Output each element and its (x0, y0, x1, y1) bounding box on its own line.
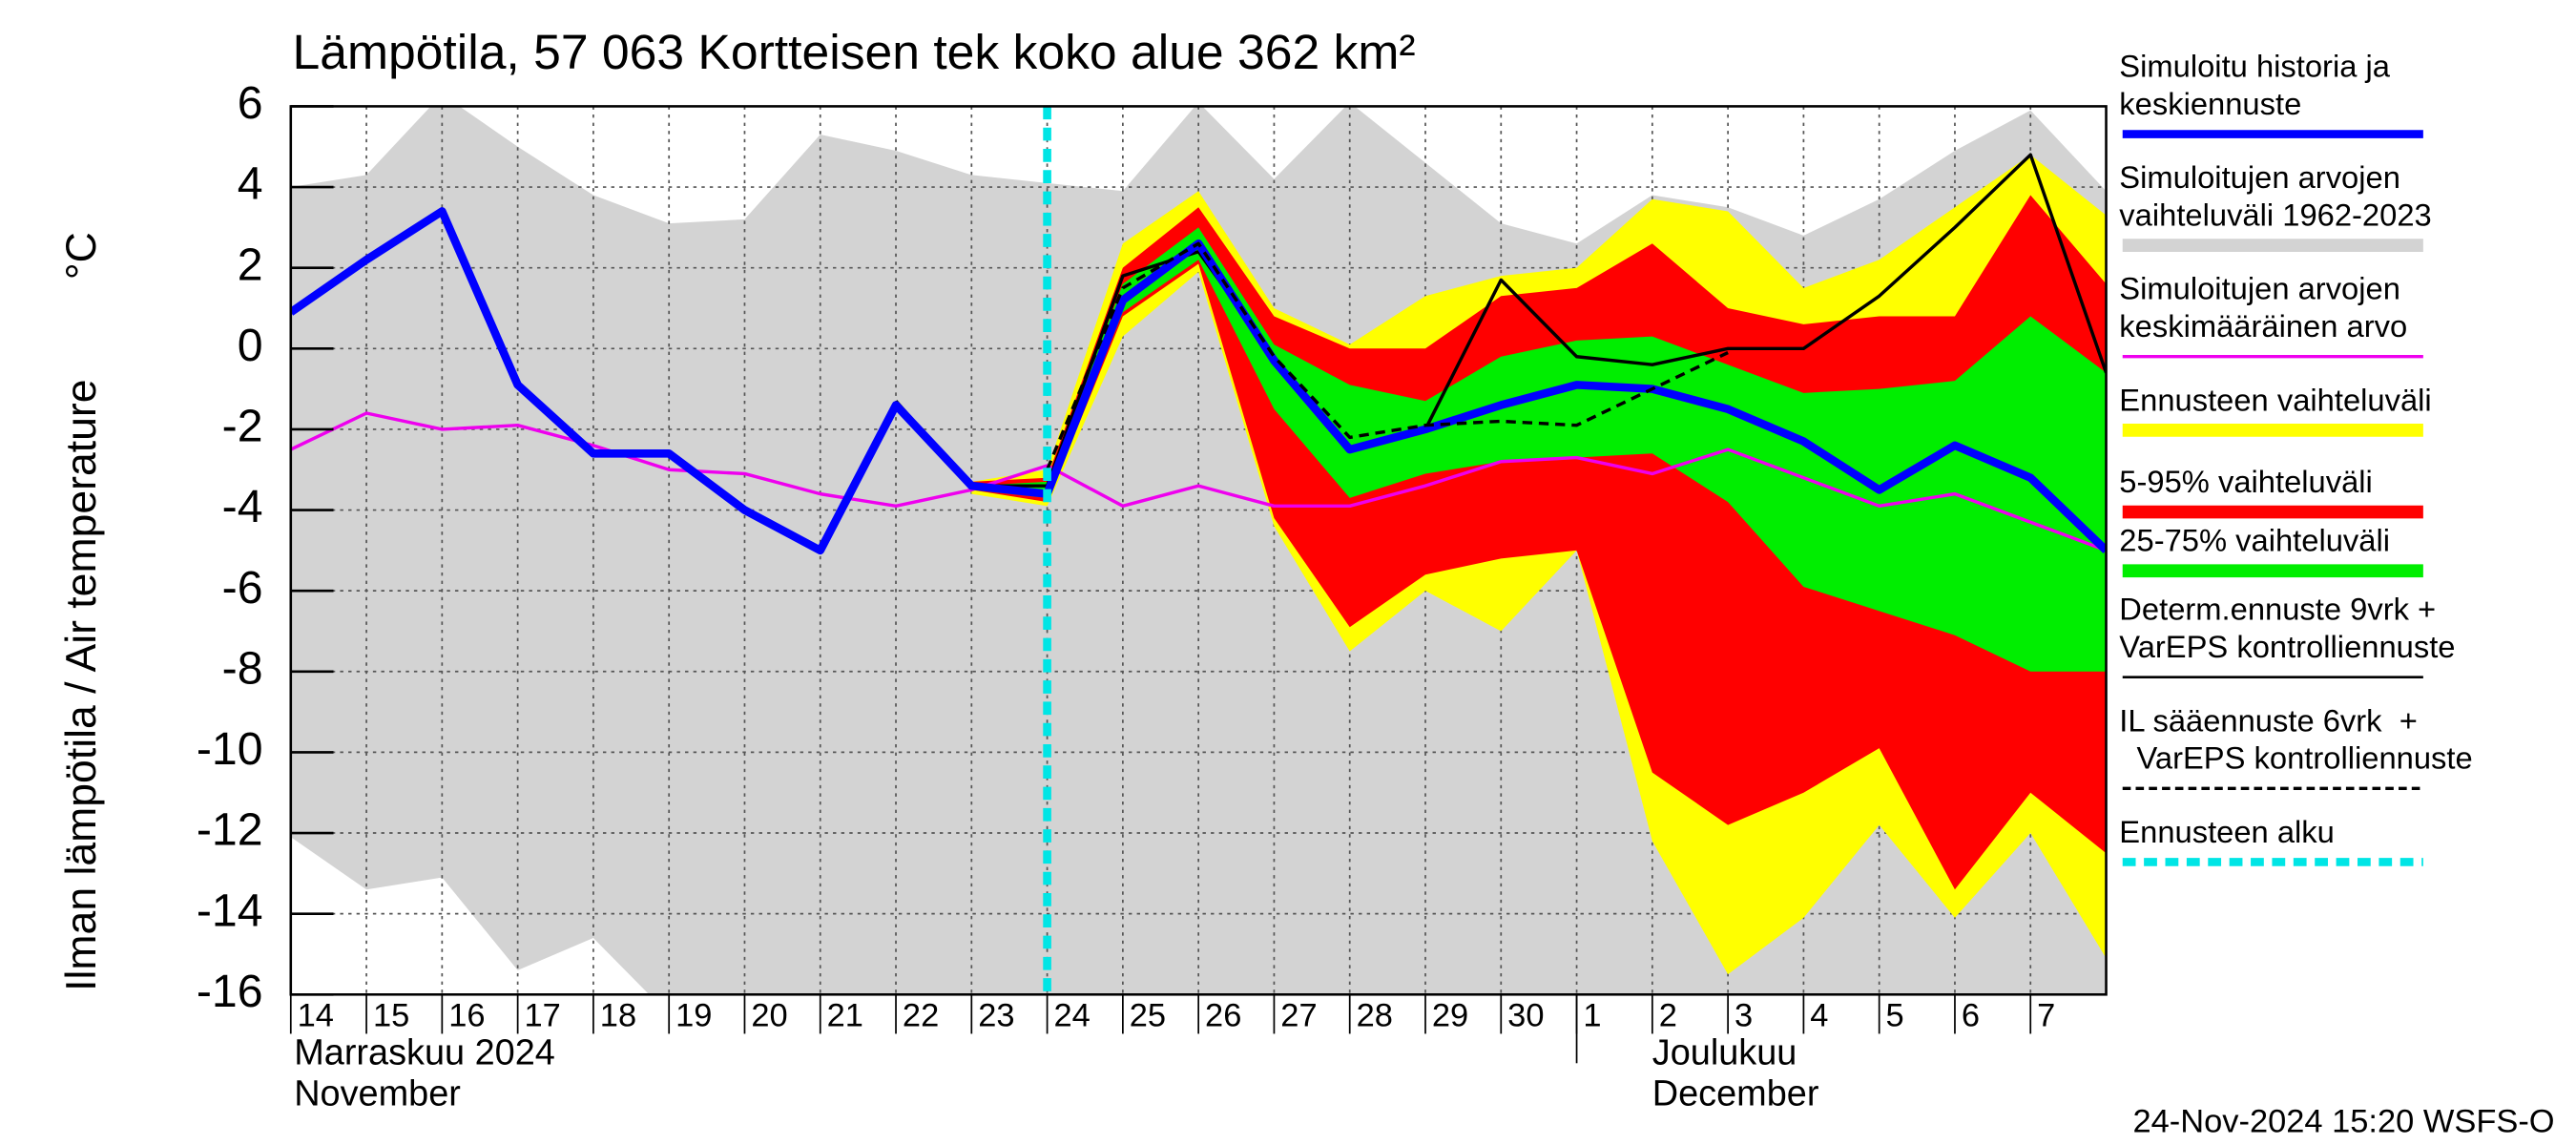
x-tick-label: 21 (827, 997, 863, 1033)
x-tick-label: 25 (1130, 997, 1166, 1033)
x-tick-label: 7 (2037, 997, 2055, 1033)
y-label: Ilman lämpötila / Air temperature (58, 379, 105, 990)
legend-label: 5-95% vaihteluväli (2119, 466, 2373, 501)
x-tick-label: 17 (525, 997, 561, 1033)
y-tick-label: -12 (197, 804, 263, 856)
series-line (290, 411, 2107, 552)
legend-entry: Determ.ennuste 9vrk + VarEPS kontrollien… (2119, 593, 2456, 666)
legend-label: Determ.ennuste 9vrk + VarEPS kontrollien… (2119, 593, 2456, 666)
y-tick-label: 0 (238, 320, 263, 371)
month-label: Marraskuu 2024 (294, 1033, 555, 1073)
y-tick-label: -14 (197, 885, 263, 936)
legend-entry: Ennusteen alku (2119, 816, 2335, 851)
y-tick-label: -16 (197, 966, 263, 1017)
lines (290, 106, 2107, 995)
y-unit: °C (58, 232, 105, 280)
y-tick-label: -2 (222, 401, 263, 452)
y-tick-label: -10 (197, 723, 263, 775)
x-tick-label: 16 (448, 997, 485, 1033)
legend-label: Simuloitujen arvojen vaihteluväli 1962-2… (2119, 161, 2432, 235)
x-tick-label: 14 (298, 997, 334, 1033)
y-tick-label: 6 (238, 77, 263, 129)
legend-label: IL sääennuste 6vrk + VarEPS kontrollienn… (2119, 704, 2473, 778)
legend: Simuloitu historia ja keskiennuste Simulo… (2119, 51, 2473, 866)
legend-entry: IL sääennuste 6vrk + VarEPS kontrollienn… (2119, 704, 2473, 778)
legend-label: Ennusteen alku (2119, 816, 2335, 851)
x-tick-label: 19 (675, 997, 712, 1033)
y-tick-label: -8 (222, 643, 263, 695)
y-axis-title: Ilman lämpötila / Air temperature °C (58, 232, 105, 991)
x-tick-label: 18 (600, 997, 636, 1033)
x-tick-label: 6 (1962, 997, 1980, 1033)
x-tick-label: 26 (1205, 997, 1241, 1033)
chart-title: Lämpötila, 57 063 Kortteisen tek koko al… (293, 24, 1416, 79)
x-tick-label: 29 (1432, 997, 1468, 1033)
y-tick-label: 4 (238, 158, 263, 210)
month-label: November (294, 1074, 461, 1114)
x-tick-label: 20 (751, 997, 787, 1033)
legend-label: Simuloitujen arvojen keskimääräinen arvo (2119, 273, 2408, 345)
legend-entry: 25-75% vaihteluväli (2119, 525, 2391, 560)
y-tick-label: -6 (222, 562, 263, 614)
x-tick-label: 24 (1053, 997, 1090, 1033)
x-tick-label: 28 (1357, 997, 1393, 1033)
x-tick-label: 1 (1583, 997, 1601, 1033)
legend-entry: Simuloitu historia ja keskiennuste (2119, 51, 2390, 123)
x-tick-label: 30 (1507, 997, 1544, 1033)
month-label: Joulukuu (1652, 1033, 1797, 1073)
x-tick-label: 5 (1886, 997, 1904, 1033)
x-tick-label: 4 (1810, 997, 1828, 1033)
x-tick-label: 23 (978, 997, 1014, 1033)
y-tick-label: 2 (238, 239, 263, 290)
legend-entry: Simuloitujen arvojen vaihteluväli 1962-2… (2119, 161, 2432, 235)
x-tick-label: 22 (903, 997, 939, 1033)
x-tick-label: 3 (1735, 997, 1753, 1033)
y-tick-label: -4 (222, 481, 263, 532)
legend-label: Ennusteen vaihteluväli (2119, 384, 2432, 419)
month-label: December (1652, 1074, 1819, 1114)
legend-entry: Simuloitujen arvojen keskimääräinen arvo (2119, 273, 2408, 345)
legend-entry: Ennusteen vaihteluväli (2119, 384, 2432, 419)
legend-entry: 5-95% vaihteluväli (2119, 466, 2373, 501)
x-tick-label: 2 (1659, 997, 1677, 1033)
legend-label: 25-75% vaihteluväli (2119, 525, 2391, 560)
legend-label: Simuloitu historia ja keskiennuste (2119, 51, 2390, 123)
x-tick-label: 27 (1280, 997, 1317, 1033)
x-tick-label: 15 (373, 997, 409, 1033)
footer: 24-Nov-2024 15:20 WSFS-O (2132, 1103, 2554, 1139)
